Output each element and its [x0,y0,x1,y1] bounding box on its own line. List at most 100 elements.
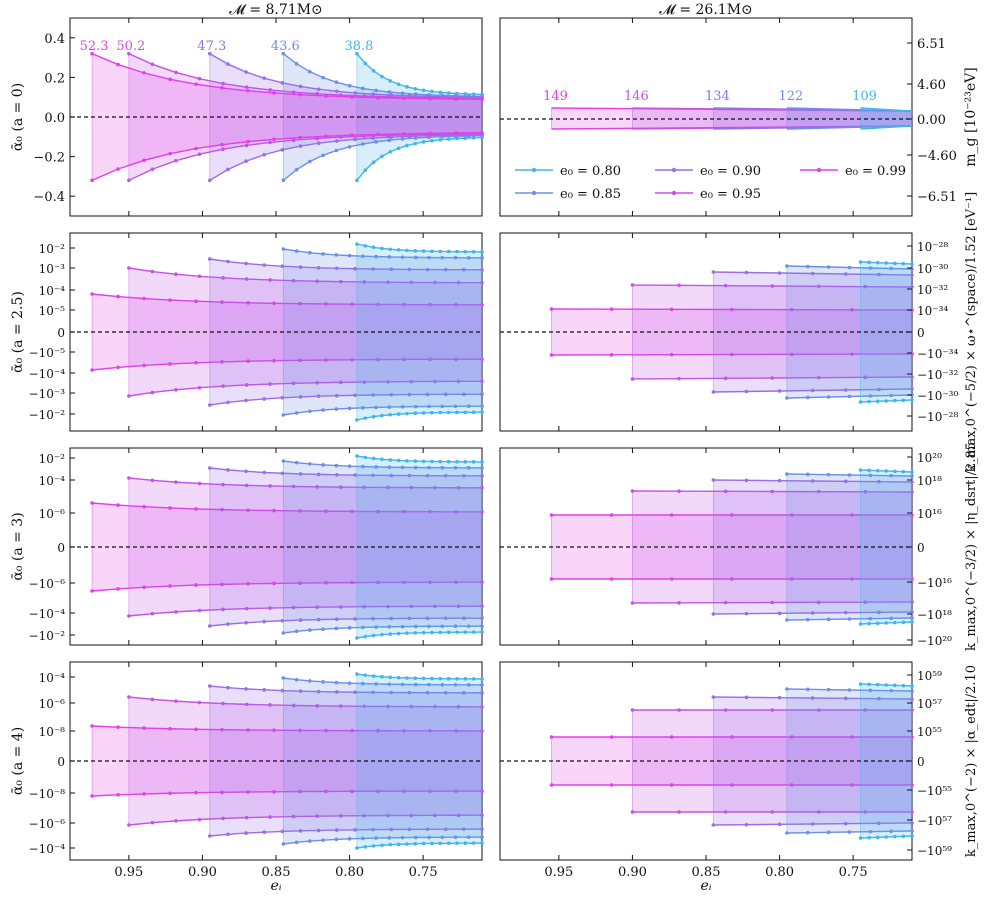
row1-left-series-0-point [324,134,328,139]
row4-right-series-2-point [744,822,749,827]
row3-left-series-3-point [361,625,365,630]
row4-left-series-3-point [453,835,458,840]
row2-right-series-2-point [777,271,782,275]
row4-left-series-1-point [456,704,461,709]
row4-left-series-3-point [308,679,312,683]
row4-left-series-1-point [268,703,272,707]
row1-left-series-0-point [298,92,302,97]
row2-left-series-0-point [142,363,146,368]
row3-right-series-0-point [669,577,674,581]
row1-right-series-2-band [713,108,912,129]
row4-left-y-label: ᾱ₀ (a = 4) [10,727,26,795]
row3-right-series-1-band [632,491,912,603]
row4-left-series-4-point [471,677,476,681]
row2-left-series-3-point [347,253,352,258]
row2-left-series-3-point [334,407,339,411]
row4-left-series-4-point [421,841,426,846]
row3-right-series-4-point [867,621,871,626]
row1-left-series-1-lower-line [128,133,483,181]
row3-right-series-1-point [723,489,728,494]
row1-left-series-2-point [353,137,357,142]
row3-left-series-2-point [371,473,375,478]
row2-right-series-4-point [910,398,914,402]
row2-left-series-3-point [361,406,365,410]
row4-left-series-0-point [168,791,172,796]
row4-right-series-2-point [910,697,914,701]
row1-left-series-0-point [194,146,198,151]
row4-left-series-4-point [396,842,401,847]
row3-left-series-1-point [174,480,178,484]
row4-right-y-tick-label: −10⁵⁹ [917,844,952,858]
row3-left-series-1-point [409,604,414,609]
row2-left-series-4-point [388,412,393,417]
row1-left-series-4-point [363,168,368,172]
row4-right-y-tick-label: 0 [917,755,925,769]
row1-right-y-tick-label: −6.51 [917,190,957,205]
row3-left-series-4-band [356,456,482,638]
row3-left-series-3-point [347,464,352,468]
row1-left-series-0-point [142,158,146,163]
row2-left-series-1-point [291,278,296,283]
row1-left-series-2-point [371,92,375,96]
row2-right-series-3-point [805,264,810,269]
row1-left-series-0-point [272,137,276,142]
row4-right-series-4-point [884,835,889,839]
row3-left-series-4-point [413,631,418,635]
row2-left-series-1-point [197,385,202,390]
row4-left-series-3-point [294,840,299,845]
row3-left-series-4-upper-line [356,455,483,463]
row3-right-series-3-point [910,616,914,620]
row4-right-series-2-point [777,695,782,700]
row1-left-series-4-point [371,160,376,165]
row1-left-annotation: 38.8 [344,39,373,54]
row3-left-series-2-point [316,617,321,622]
row4-left-series-3-point [374,682,378,686]
row2-left-series-4-lower-line [356,411,483,421]
row3-left-series-2-point [480,474,484,478]
row4-left-series-3-point [334,680,339,685]
row4-left-series-1-point [174,699,178,703]
row3-left-series-1-point [150,478,155,483]
row4-left-series-0-point [298,728,302,733]
row2-left-series-3-point [294,249,299,253]
legend-label: e₀ = 0.99 [845,164,906,179]
row2-left-series-4-point [430,249,434,254]
row4-left-series-3-point [480,835,484,839]
row4-right-series-1-point [910,708,914,712]
row2-right-series-2-point [910,387,914,391]
row2-left-series-0-point [272,301,276,306]
row2-left-series-2-point [226,400,230,405]
row3-right-series-2-point [744,478,749,483]
row2-left-series-1-point [244,277,249,281]
row3-left-series-4-point [455,630,459,635]
row3-left-series-3-upper-line [283,460,483,469]
row2-left-series-0-point [220,300,224,304]
row2-left-series-2-point [443,392,448,397]
row2-right-series-3-band [786,266,912,398]
row2-left-series-3-band [283,249,482,415]
row4-right-series-0-point [729,735,734,739]
row2-right-series-3-point [805,395,810,400]
row2-left-series-0-point [116,294,120,299]
row3-left-series-3-point [347,626,352,630]
row2-left-series-2-point [425,267,430,272]
row3-left-y-label: ᾱ₀ (a = 3) [10,512,26,580]
row4-left-series-3-point [400,682,405,687]
row3-left-series-2-point [407,616,412,621]
row3-left-series-1-point [150,611,155,616]
row4-left-series-2-point [244,687,248,691]
row1-left-y-tick-label: 0.2 [44,71,65,86]
row2-right-series-2-point [810,271,815,276]
row4-left-series-4-point [463,841,468,845]
row1-left-series-2-point [389,93,394,97]
row2-left-series-2-point [335,393,339,398]
row4-left-series-2-point [298,689,303,693]
row4-left-series-2-point [353,690,357,694]
row1-left-series-0-point [480,130,484,135]
row3-left-series-2-point [298,472,303,476]
row4-left-series-0-point [220,727,224,732]
row1-left-series-4-point [380,74,384,79]
row4-right-series-2-point [877,821,881,826]
row4-right-series-4-point [893,834,897,839]
left-x-tick-label: 0.90 [188,865,217,880]
